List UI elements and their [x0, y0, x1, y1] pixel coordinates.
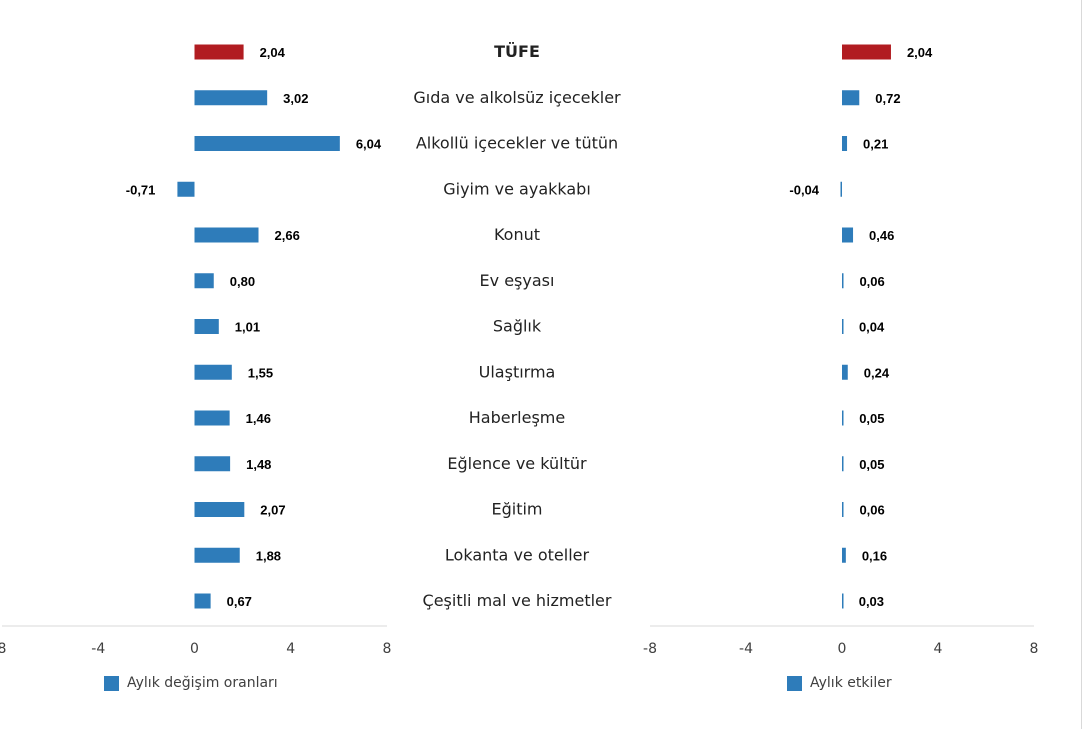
left-data-label: 6,04: [356, 137, 382, 152]
right-bar: [842, 364, 848, 380]
right-bar: [842, 136, 848, 151]
left-x-tick-label: 0: [190, 641, 199, 657]
left-bar: [194, 273, 214, 289]
left-data-label: 1,88: [256, 548, 281, 563]
legend-left-label: Aylık değişim oranları: [127, 675, 278, 691]
category-label: Çeşitli mal ve hizmetler: [423, 591, 612, 610]
right-chart: -8 -4 0 4 8 2,04 0,72 0,21 -0,04 0,46 0,06 0,04 0,24…: [643, 44, 1039, 657]
left-chart: 8 -4 0 4 8 2,04 3,02 6,04 -0,71 2,66 0,80 1,01 1,55 1…: [0, 44, 392, 657]
category-label: Eğlence ve kültür: [447, 454, 587, 473]
right-x-tick-label: 8: [1030, 641, 1039, 657]
right-data-label: 0,04: [859, 320, 885, 335]
category-label: Konut: [494, 225, 540, 244]
left-x-tick-label: -4: [91, 641, 105, 657]
right-bar: [842, 593, 844, 609]
legend-right: Aylık etkiler: [787, 675, 892, 691]
left-bar: [194, 227, 259, 243]
right-bar: [840, 181, 842, 197]
right-data-label: 0,24: [864, 365, 890, 380]
legend-left: Aylık değişim oranları: [104, 675, 278, 691]
left-bar: [194, 547, 240, 563]
left-bar: [194, 319, 219, 334]
right-x-tick-label: -4: [739, 641, 753, 657]
right-bar: [842, 44, 891, 60]
left-data-label: 0,67: [227, 594, 252, 609]
right-data-label: 0,16: [862, 548, 887, 563]
category-label: Ulaştırma: [479, 362, 556, 381]
left-x-tick-label: 8: [0, 641, 6, 657]
category-label: Gıda ve alkolsüz içecekler: [413, 88, 621, 107]
left-data-label: 1,46: [246, 411, 271, 426]
left-data-label: 1,55: [248, 365, 273, 380]
left-bar: [194, 410, 230, 426]
right-bar: [842, 227, 854, 243]
left-bar: [194, 502, 245, 517]
right-bar: [842, 456, 844, 472]
right-bar: [842, 273, 844, 289]
left-bar: [194, 456, 231, 472]
left-bar: [177, 181, 195, 197]
left-x-tick-label: 4: [286, 641, 295, 657]
right-x-tick-label: 0: [838, 641, 847, 657]
category-label: Haberleşme: [469, 408, 565, 427]
left-data-label: -0,71: [126, 182, 156, 197]
left-bar: [194, 593, 211, 609]
right-data-label: 0,05: [859, 411, 884, 426]
left-data-label: 1,48: [246, 457, 271, 472]
right-data-label: 0,03: [859, 594, 884, 609]
category-labels: TÜFE Gıda ve alkolsüz içecekler Alkollü iç…: [413, 42, 621, 610]
category-label: Ev eşyası: [480, 271, 555, 290]
right-bar: [842, 502, 844, 517]
category-label: Alkollü içecekler ve tütün: [416, 134, 618, 153]
right-data-label: 0,05: [859, 457, 884, 472]
category-label: Lokanta ve oteller: [445, 545, 590, 564]
category-label: Eğitim: [491, 500, 542, 519]
left-data-label: 1,01: [235, 320, 260, 335]
left-bar: [194, 136, 340, 151]
right-data-label: 0,06: [859, 274, 884, 289]
right-data-label: -0,04: [789, 182, 819, 197]
right-bar: [842, 319, 844, 334]
left-data-label: 3,02: [283, 91, 308, 106]
left-data-label: 2,04: [260, 45, 286, 60]
left-x-tick-label: 8: [383, 641, 392, 657]
category-label: TÜFE: [494, 42, 540, 61]
left-bar: [194, 44, 244, 60]
right-data-label: 2,04: [907, 45, 933, 60]
right-bar: [842, 410, 844, 426]
right-bar: [842, 90, 860, 106]
legend-left-swatch: [104, 675, 119, 691]
right-bar: [842, 547, 846, 563]
frame-border: [1081, 0, 1082, 729]
category-label: Giyim ve ayakkabı: [443, 179, 591, 198]
right-x-tick-label: 4: [934, 641, 943, 657]
left-data-label: 2,07: [260, 503, 285, 518]
legend-right-swatch: [787, 675, 802, 691]
category-label: Sağlık: [493, 317, 542, 336]
right-data-label: 0,72: [875, 91, 900, 106]
right-x-tick-label: -8: [643, 641, 657, 657]
right-data-label: 0,21: [863, 137, 888, 152]
left-bar: [194, 364, 232, 380]
right-data-label: 0,06: [859, 503, 884, 518]
left-data-label: 0,80: [230, 274, 255, 289]
right-data-label: 0,46: [869, 228, 894, 243]
left-bar: [194, 90, 268, 106]
left-data-label: 2,66: [275, 228, 300, 243]
legend-right-label: Aylık etkiler: [810, 675, 892, 691]
